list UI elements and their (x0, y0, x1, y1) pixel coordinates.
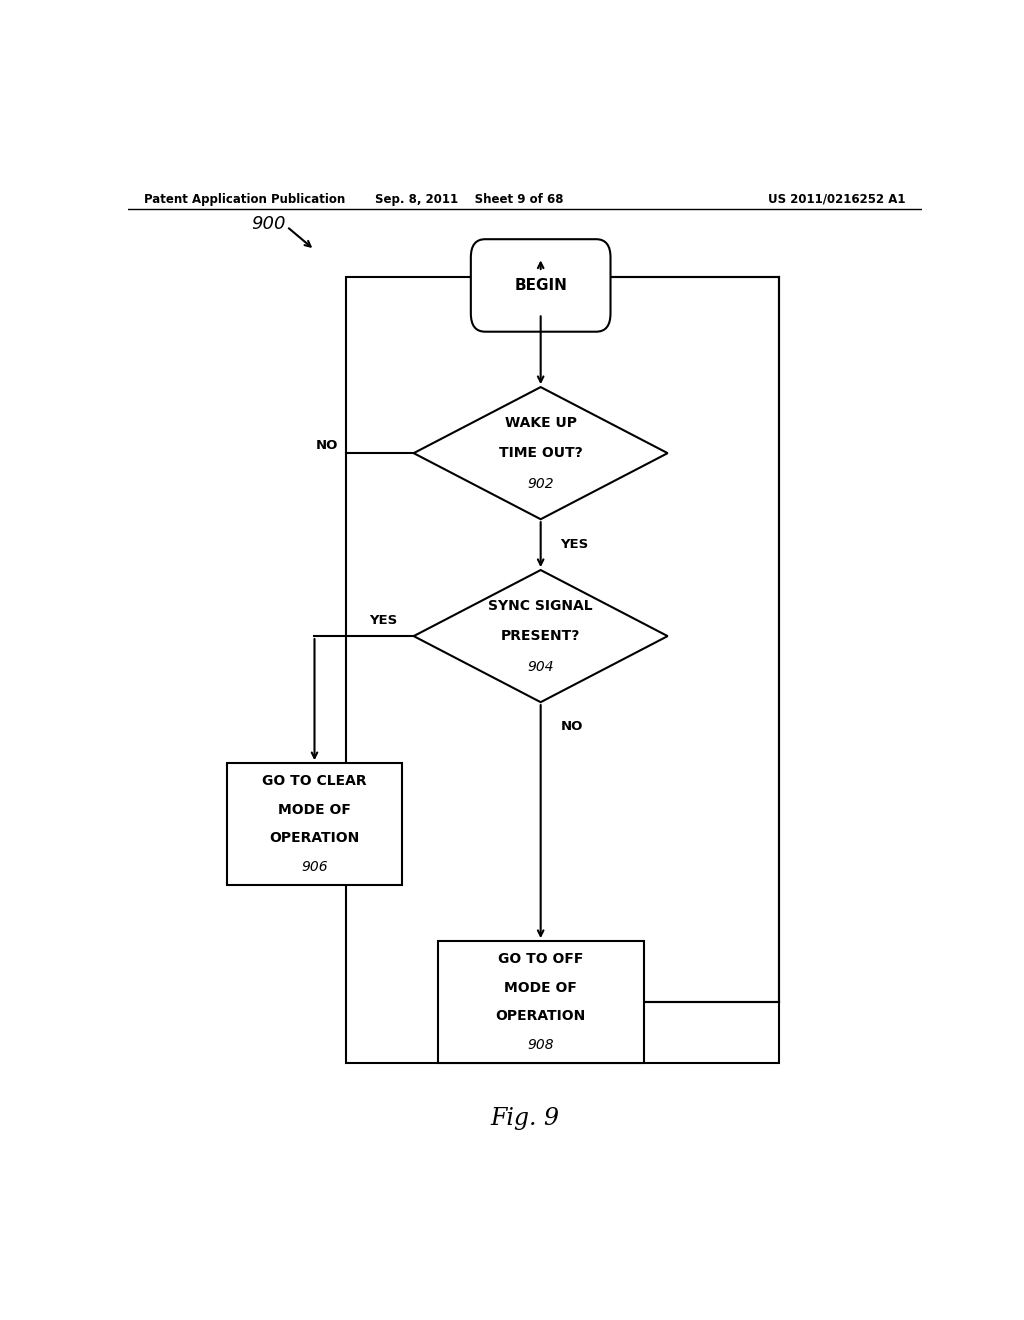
Text: Fig. 9: Fig. 9 (490, 1107, 559, 1130)
Text: 902: 902 (527, 477, 554, 491)
FancyBboxPatch shape (471, 239, 610, 331)
Text: 908: 908 (527, 1038, 554, 1052)
Text: NO: NO (316, 438, 338, 451)
Text: MODE OF: MODE OF (279, 803, 351, 817)
Bar (437, 941, 644, 1063)
Text: YES: YES (370, 614, 397, 627)
Bar (227, 763, 401, 886)
Text: Patent Application Publication: Patent Application Publication (143, 193, 345, 206)
Text: WAKE UP: WAKE UP (505, 416, 577, 430)
Polygon shape (414, 570, 668, 702)
Text: GO TO CLEAR: GO TO CLEAR (262, 775, 367, 788)
Text: 904: 904 (527, 660, 554, 673)
Text: NO: NO (560, 721, 583, 734)
Text: 900: 900 (251, 215, 286, 234)
Text: US 2011/0216252 A1: US 2011/0216252 A1 (768, 193, 905, 206)
Text: OPERATION: OPERATION (496, 1010, 586, 1023)
Polygon shape (414, 387, 668, 519)
Text: MODE OF: MODE OF (504, 981, 578, 995)
Text: OPERATION: OPERATION (269, 832, 359, 845)
Text: SYNC SIGNAL: SYNC SIGNAL (488, 598, 593, 612)
Text: YES: YES (560, 537, 589, 550)
Bar (346, 277, 778, 1063)
Text: Sep. 8, 2011    Sheet 9 of 68: Sep. 8, 2011 Sheet 9 of 68 (375, 193, 563, 206)
Text: BEGIN: BEGIN (514, 279, 567, 293)
Text: 906: 906 (301, 859, 328, 874)
Text: TIME OUT?: TIME OUT? (499, 446, 583, 461)
Text: GO TO OFF: GO TO OFF (498, 952, 584, 966)
Text: PRESENT?: PRESENT? (501, 630, 581, 643)
